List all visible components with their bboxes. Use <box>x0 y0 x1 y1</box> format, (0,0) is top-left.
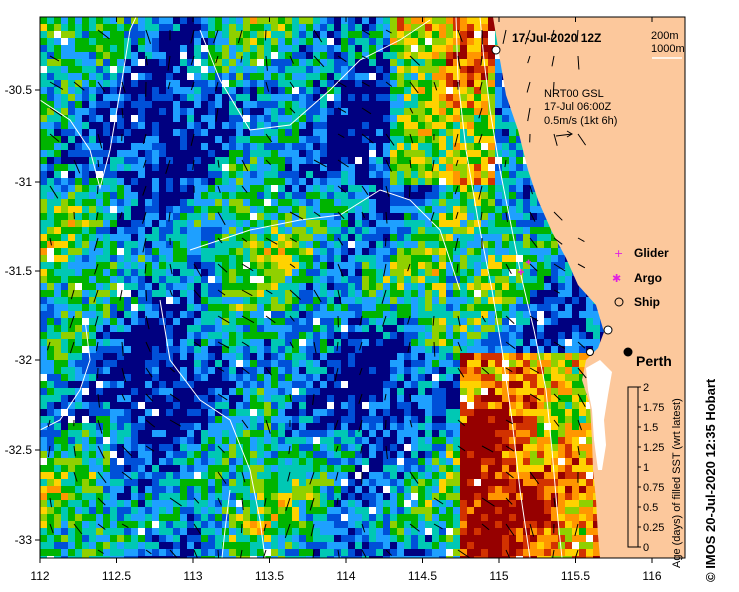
lat-tick-label: -33 <box>15 533 33 547</box>
ship-legend-label: Ship <box>634 295 660 309</box>
colorbar-tick-label: 1 <box>643 462 649 474</box>
ship-markers <box>491 45 613 356</box>
current-vectors <box>46 29 587 558</box>
ship-legend-icon <box>614 297 624 307</box>
colorbar-tick-label: 0.5 <box>643 502 658 514</box>
lon-tick-label: 114.5 <box>408 569 437 583</box>
longitude-axis: 112 112.5 113 113.5 114 114.5 115 115.5 116 <box>30 17 662 583</box>
colorbar-tick-label: 0.25 <box>643 522 664 534</box>
glider-legend-icon: + <box>614 247 623 260</box>
current-time: 17-Jul 06:00Z <box>544 101 612 113</box>
lon-tick-label: 115 <box>489 569 508 583</box>
lon-tick-label: 112.5 <box>102 569 131 583</box>
lat-tick-label: -32.5 <box>5 443 33 457</box>
lon-tick-label: 116 <box>642 569 661 583</box>
current-source: NRT00 GSL <box>544 88 604 100</box>
argo-legend-label: Argo <box>634 271 662 285</box>
colorbar-tick-label: 0.75 <box>643 482 664 494</box>
lat-tick-label: -31 <box>15 175 33 189</box>
lon-tick-label: 115.5 <box>561 569 590 583</box>
lat-tick-label: -31.5 <box>5 264 33 278</box>
perth-label: Perth <box>636 353 672 369</box>
colorbar-title: Age (days) of filled SST (wrt latest) <box>671 398 683 568</box>
lon-tick-label: 112 <box>30 569 49 583</box>
lon-tick-label: 113 <box>183 569 202 583</box>
glider-legend-label: Glider <box>634 246 669 260</box>
colorbar-tick-label: 0 <box>643 542 649 554</box>
colorbar-tick-label: 1.5 <box>643 422 658 434</box>
lon-tick-label: 113.5 <box>255 569 284 583</box>
colorbar-tick-label: 2 <box>643 382 649 394</box>
marker-legend: + Glider ✱ Argo Ship <box>612 246 669 309</box>
map-frame <box>39 16 686 559</box>
glider-track <box>518 259 531 275</box>
lat-tick-label: -30.5 <box>5 83 33 97</box>
colorbar-ticks: 0 0.25 0.5 0.75 1 1.25 1.5 1.75 2 <box>638 382 664 554</box>
lat-tick-label: -32 <box>15 353 33 367</box>
map-date: 17-Jul-2020 12Z <box>512 31 601 45</box>
latitude-axis: -30.5 -31 -31.5 -32 -32.5 -33 <box>5 83 40 547</box>
land-mass <box>493 17 685 558</box>
colorbar-tick-label: 1.25 <box>643 442 664 454</box>
coastal-fringe <box>586 360 612 470</box>
lon-tick-label: 114 <box>336 569 355 583</box>
perth-marker <box>623 347 633 357</box>
depth-legend-200: 200m <box>651 30 679 42</box>
current-scale-arrow <box>555 130 573 138</box>
depth-legend-1000: 1000m <box>651 43 685 55</box>
bathymetry-contours <box>40 17 563 558</box>
argo-legend-icon: ✱ <box>612 272 621 285</box>
colorbar-tick-label: 1.75 <box>643 402 664 414</box>
credit-line: © IMOS 20-Jul-2020 12:35 Hobart <box>703 378 718 582</box>
current-scale: 0.5m/s (1kt 6h) <box>544 115 617 127</box>
